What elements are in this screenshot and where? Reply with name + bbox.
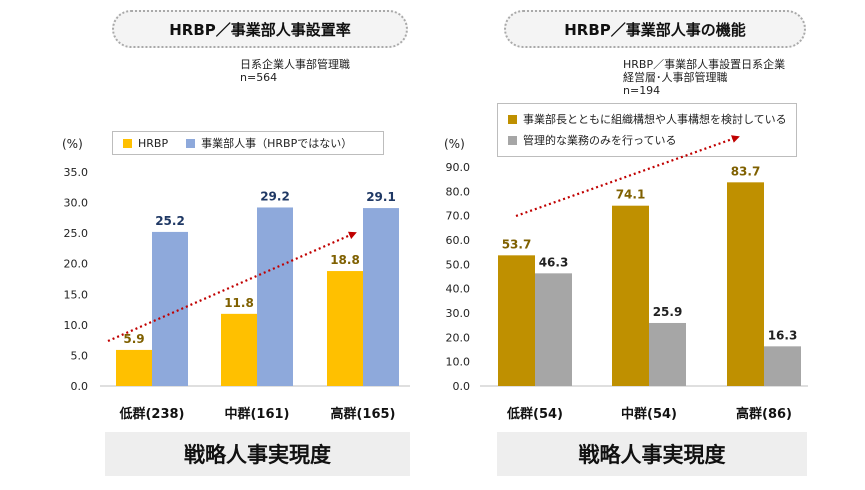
legend-swatch-gold	[508, 114, 517, 124]
right-y-tick-label: 90.0	[446, 161, 471, 174]
legend-swatch-yellow	[123, 138, 132, 148]
left-value-label: 29.2	[260, 189, 290, 203]
left-y-tick-label: 20.0	[64, 258, 89, 271]
right-legend-label-admin: 管理的な業務のみを行っている	[523, 134, 677, 147]
right-x-axis-title: 戦略人事実現度	[497, 432, 807, 476]
left-y-tick-label: 15.0	[64, 288, 89, 301]
right-y-tick-label: 60.0	[446, 234, 471, 247]
right-note-line-3: n=194	[623, 84, 661, 97]
left-x-axis-title: 戦略人事実現度	[105, 432, 410, 476]
left-bar-s1-3	[327, 271, 363, 386]
right-y-tick-label: 70.0	[446, 210, 471, 223]
right-trend-arrow	[515, 135, 740, 218]
right-value-label: 46.3	[539, 255, 569, 269]
right-unit-label: (%)	[444, 137, 465, 151]
left-legend-label-business: 事業部人事（HRBPではない）	[201, 137, 353, 150]
left-y-tick-label: 30.0	[64, 197, 89, 210]
right-y-tick-label: 80.0	[446, 185, 471, 198]
right-category-label: 中群(54)	[621, 406, 677, 422]
left-legend-item-hrbp: HRBP	[123, 137, 168, 150]
right-y-tick-label: 50.0	[446, 258, 471, 271]
left-note-line-1: 日系企業人事部管理職	[240, 58, 350, 71]
left-bar-s1-1	[116, 349, 152, 386]
left-y-tick-label: 0.0	[71, 380, 89, 393]
right-bar-s1-2	[612, 205, 649, 386]
right-y-tick-label: 20.0	[446, 331, 471, 344]
right-category-label: 高群(86)	[736, 406, 792, 422]
left-y-tick-label: 35.0	[64, 166, 89, 179]
left-y-tick-label: 5.0	[71, 349, 89, 362]
left-category-label: 中群(161)	[224, 406, 289, 422]
right-y-tick-label: 40.0	[446, 283, 471, 296]
right-bar-s2-1	[535, 273, 572, 386]
left-legend: HRBP 事業部人事（HRBPではない）	[112, 131, 384, 155]
left-value-label: 11.8	[224, 296, 254, 310]
left-legend-item-business: 事業部人事（HRBPではない）	[186, 135, 352, 151]
left-y-tick-label: 10.0	[64, 319, 89, 332]
right-chart-title: HRBP／事業部人事の機能	[504, 10, 806, 48]
legend-swatch-blue	[186, 138, 196, 148]
right-value-label: 74.1	[616, 188, 646, 202]
right-note-line-2: 経営層･人事部管理職	[623, 71, 728, 84]
right-note-line-1: HRBP／事業部人事設置日系企業	[623, 58, 786, 71]
right-y-tick-label: 0.0	[453, 380, 471, 393]
right-y-tick-label: 10.0	[446, 356, 471, 369]
legend-swatch-gray	[508, 135, 517, 145]
left-value-label: 18.8	[330, 253, 360, 267]
left-unit-label: (%)	[62, 137, 83, 151]
right-bar-s1-3	[727, 182, 764, 386]
right-bar-s2-3	[764, 346, 801, 386]
right-bar-s2-2	[649, 322, 686, 386]
left-chart-title: HRBP／事業部人事設置率	[112, 10, 408, 48]
right-legend-item-admin: 管理的な業務のみを行っている	[508, 129, 796, 151]
left-category-label: 高群(165)	[330, 406, 395, 422]
right-category-label: 低群(54)	[506, 406, 563, 422]
right-y-tick-label: 30.0	[446, 307, 471, 320]
left-note-line-2: n=564	[240, 71, 278, 84]
right-legend: 事業部長とともに組織構想や人事構想を検討している 管理的な業務のみを行っている	[497, 103, 797, 157]
left-sample-note: 日系企業人事部管理職 n=564	[240, 58, 350, 84]
left-bar-s1-2	[221, 313, 257, 386]
left-category-label: 低群(238)	[118, 406, 184, 422]
right-value-label: 83.7	[731, 164, 761, 178]
right-value-label: 53.7	[502, 237, 532, 251]
right-bar-s1-1	[498, 255, 535, 386]
right-legend-label-strategic: 事業部長とともに組織構想や人事構想を検討している	[523, 113, 787, 126]
right-legend-item-strategic: 事業部長とともに組織構想や人事構想を検討している	[508, 109, 796, 129]
left-value-label: 25.2	[155, 214, 185, 228]
left-value-label: 29.1	[366, 190, 396, 204]
left-y-tick-label: 25.0	[64, 227, 89, 240]
right-value-label: 16.3	[768, 328, 798, 342]
left-bar-s2-2	[257, 207, 293, 386]
left-legend-label-hrbp: HRBP	[138, 136, 169, 150]
right-value-label: 25.9	[653, 305, 683, 319]
right-sample-note: HRBP／事業部人事設置日系企業 経営層･人事部管理職 n=194	[623, 58, 785, 97]
left-bar-s2-3	[363, 208, 399, 386]
left-value-label: 5.9	[123, 332, 144, 346]
